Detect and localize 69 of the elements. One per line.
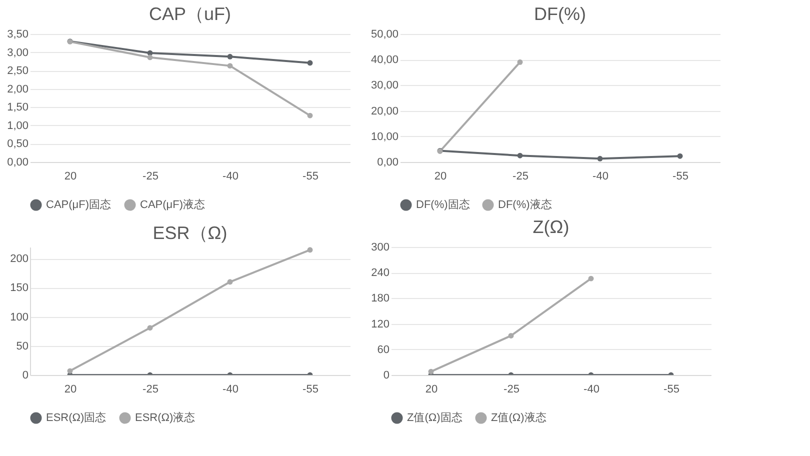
y-tick-label: 3,50 bbox=[7, 28, 28, 40]
legend-label: DF(%)液态 bbox=[498, 198, 552, 211]
y-tick-label: 3,00 bbox=[7, 46, 28, 59]
point bbox=[597, 156, 603, 162]
legend-label: DF(%)固态 bbox=[416, 198, 470, 211]
y-tick-label: 60 bbox=[377, 344, 390, 356]
x-tick-label: -55 bbox=[302, 384, 318, 396]
y-tick-label: 0,00 bbox=[7, 156, 28, 168]
x-tick-label: 20 bbox=[434, 170, 447, 182]
y-tick-label: 0 bbox=[383, 370, 390, 382]
x-tick-label: -40 bbox=[222, 170, 238, 182]
x-tick-label: -40 bbox=[584, 384, 600, 396]
point bbox=[677, 153, 683, 159]
y-tick-label: 0,50 bbox=[7, 138, 28, 150]
y-tick-label: 100 bbox=[10, 311, 28, 324]
point bbox=[227, 63, 233, 69]
y-tick-label: 120 bbox=[371, 318, 390, 330]
x-tick-label: 20 bbox=[64, 170, 77, 182]
x-tick-label: -55 bbox=[302, 170, 318, 182]
y-tick-label: 240 bbox=[371, 267, 390, 280]
point bbox=[508, 333, 514, 338]
chart-title: DF(%) bbox=[534, 4, 586, 24]
y-tick-label: 180 bbox=[371, 292, 390, 305]
y-tick-label: 0,00 bbox=[377, 156, 398, 168]
y-tick-label: 0 bbox=[22, 370, 28, 382]
y-tick-label: 30,00 bbox=[370, 80, 398, 92]
y-tick-label: 10,00 bbox=[370, 130, 398, 143]
legend-label: ESR(Ω)固态 bbox=[46, 411, 106, 424]
point bbox=[227, 279, 233, 285]
y-tick-label: 2,00 bbox=[7, 83, 28, 96]
point bbox=[428, 368, 434, 374]
x-tick-label: 20 bbox=[64, 384, 77, 396]
legend-label: Z值(Ω)固态 bbox=[407, 411, 462, 424]
x-tick-label: 20 bbox=[425, 384, 438, 396]
chart-title: Z(Ω) bbox=[532, 217, 570, 237]
point bbox=[517, 152, 523, 158]
point bbox=[588, 276, 594, 282]
x-tick-label: -40 bbox=[222, 384, 238, 396]
point bbox=[67, 368, 73, 374]
x-tick-label: -25 bbox=[512, 170, 528, 182]
x-tick-label: -25 bbox=[142, 384, 158, 396]
x-tick-label: -25 bbox=[142, 170, 158, 182]
x-tick-label: -25 bbox=[504, 384, 520, 396]
chart-title: CAP（uF) bbox=[148, 4, 232, 24]
x-tick-label: -55 bbox=[672, 170, 688, 182]
y-tick-label: 1,00 bbox=[7, 120, 28, 132]
legend-label: CAP(μF)液态 bbox=[140, 198, 206, 211]
y-tick-label: 20,00 bbox=[370, 105, 398, 118]
chart-title: ESR（Ω) bbox=[152, 223, 228, 243]
point bbox=[307, 112, 313, 118]
point bbox=[307, 60, 313, 66]
point bbox=[307, 247, 313, 253]
y-tick-label: 50 bbox=[16, 340, 28, 352]
point bbox=[517, 59, 523, 65]
x-tick-label: -40 bbox=[592, 170, 608, 182]
legend-label: ESR(Ω)液态 bbox=[135, 411, 196, 424]
y-tick-label: 150 bbox=[10, 282, 28, 294]
y-tick-label: 300 bbox=[371, 242, 390, 254]
legend-label: Z值(Ω)液态 bbox=[491, 411, 546, 424]
y-tick-label: 2,50 bbox=[7, 65, 28, 78]
x-tick-label: -55 bbox=[664, 384, 680, 396]
y-tick-label: 200 bbox=[10, 253, 28, 266]
point bbox=[147, 54, 153, 60]
y-tick-label: 40,00 bbox=[370, 54, 398, 66]
point bbox=[227, 54, 233, 60]
legend-label: CAP(μF)固态 bbox=[46, 198, 112, 211]
y-tick-label: 1,50 bbox=[7, 102, 28, 114]
point bbox=[147, 325, 153, 331]
y-tick-label: 50,00 bbox=[370, 28, 398, 40]
